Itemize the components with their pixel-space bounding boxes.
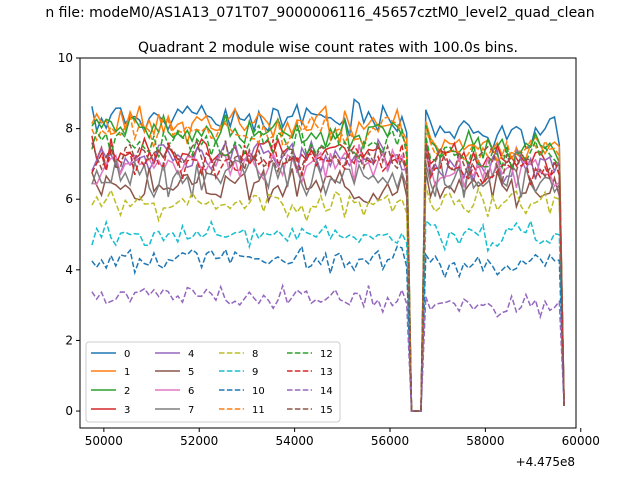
series-line-12 (91, 123, 565, 412)
legend-label-13: 13 (320, 367, 333, 378)
chart-title: Quadrant 2 module wise count rates with … (138, 40, 518, 56)
x-axis: 50000 52000 54000 56000 58000 60000 (85, 428, 600, 448)
series-layer (91, 97, 565, 412)
series-line-14 (91, 283, 565, 412)
legend-label-11: 11 (252, 405, 265, 416)
legend-label-14: 14 (320, 386, 333, 397)
legend-label-1: 1 (124, 367, 130, 378)
y-tick-label: 6 (65, 192, 73, 206)
x-tick-label: 52000 (180, 434, 218, 448)
y-tick-label: 10 (58, 51, 73, 65)
legend-label-10: 10 (252, 386, 265, 397)
x-tick-label: 50000 (85, 434, 123, 448)
legend-label-6: 6 (188, 386, 194, 397)
series-line-1 (91, 104, 565, 412)
legend-label-4: 4 (188, 349, 194, 360)
series-line-6 (91, 144, 565, 412)
y-tick-label: 2 (65, 333, 73, 347)
series-line-9 (91, 218, 565, 412)
series-line-7 (91, 154, 565, 412)
legend-label-0: 0 (124, 349, 130, 360)
y-tick-label: 4 (65, 263, 73, 277)
y-axis: 0 2 4 6 8 10 (58, 51, 80, 418)
legend-frame (85, 341, 341, 423)
legend-label-15: 15 (320, 405, 333, 416)
figure-suptitle: n file: modeM0/AS1A13_071T07_9000006116_… (45, 5, 594, 21)
legend-label-7: 7 (188, 405, 194, 416)
y-tick-label: 0 (65, 404, 73, 418)
legend-label-3: 3 (124, 405, 130, 416)
legend-label-9: 9 (252, 367, 258, 378)
axes-frame (79, 57, 577, 429)
legend-label-8: 8 (252, 349, 258, 360)
x-tick-label: 54000 (276, 434, 314, 448)
x-tick-label: 60000 (562, 434, 600, 448)
y-tick-label: 8 (65, 122, 73, 136)
series-line-10 (91, 244, 565, 412)
series-line-15 (91, 139, 565, 412)
x-tick-label: 56000 (371, 434, 409, 448)
legend-label-5: 5 (188, 367, 194, 378)
legend-label-2: 2 (124, 386, 130, 397)
series-line-11 (91, 113, 565, 412)
x-offset-label: +4.475e8 (516, 455, 575, 469)
series-line-8 (91, 185, 565, 412)
legend-label-12: 12 (320, 349, 333, 360)
series-line-13 (91, 139, 565, 412)
x-tick-label: 58000 (466, 434, 504, 448)
